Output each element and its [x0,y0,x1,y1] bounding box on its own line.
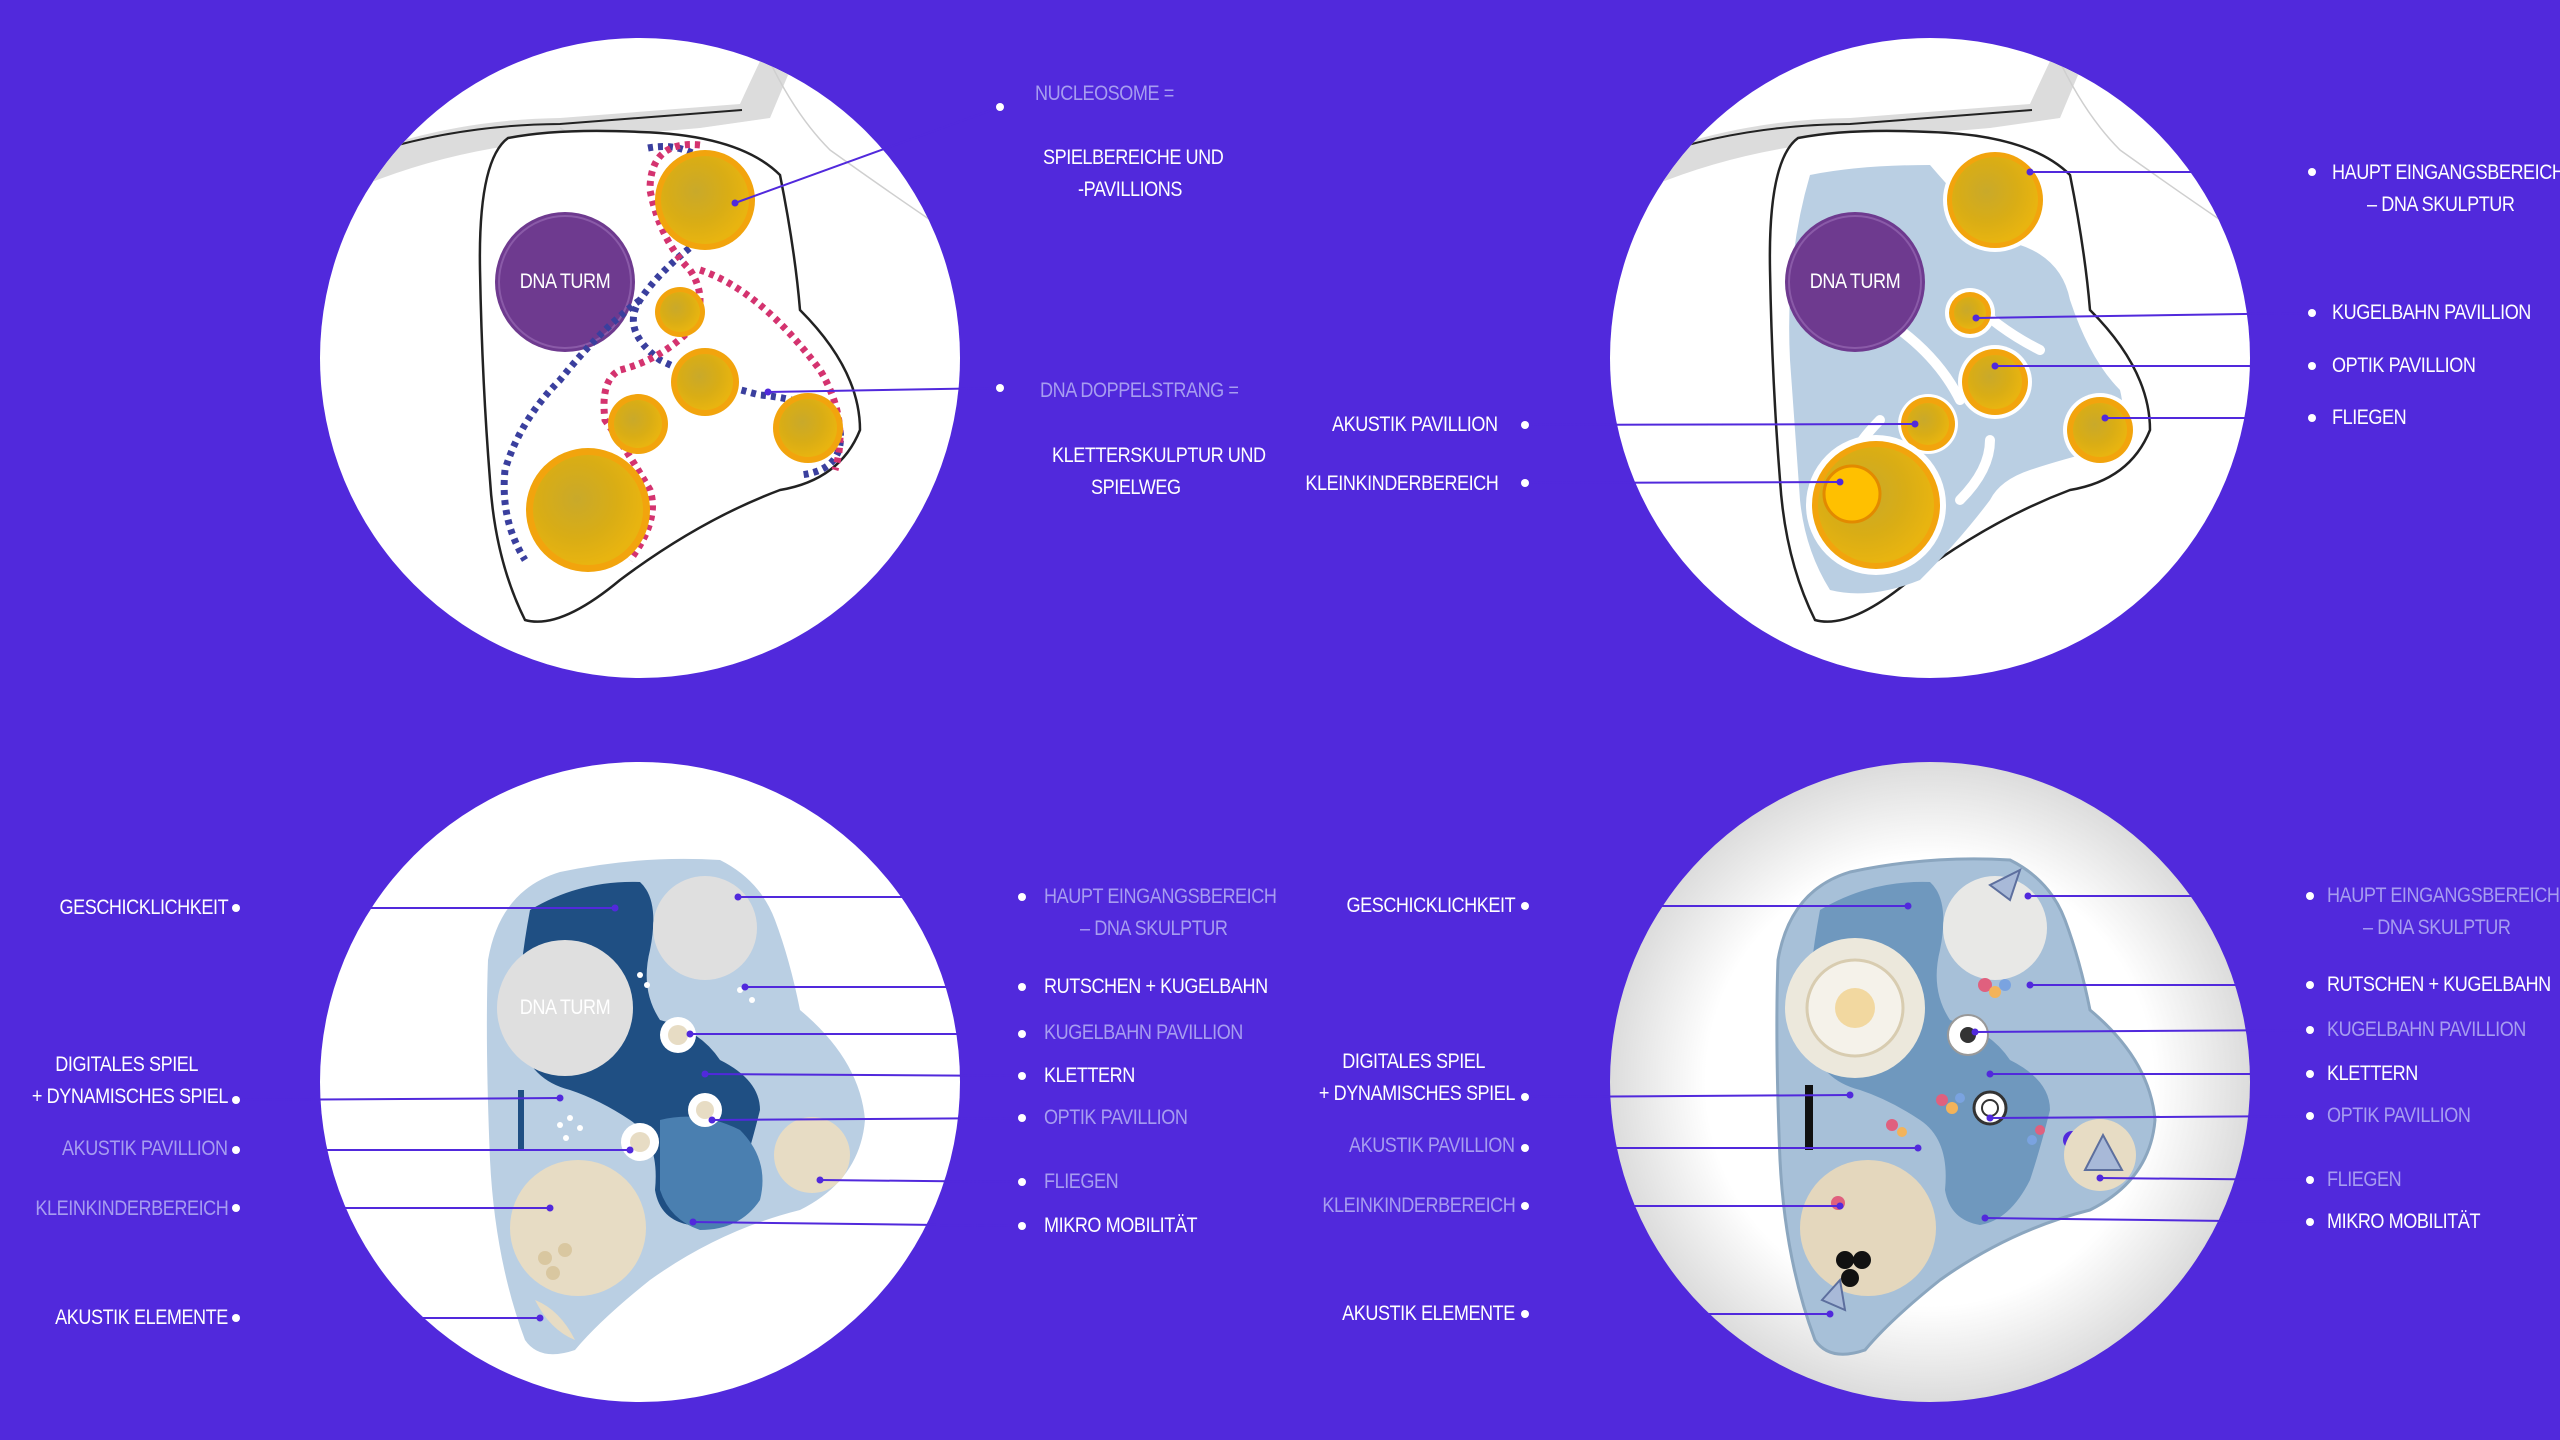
p2-label-akustik: AKUSTIK PAVILLION [1332,413,1498,436]
panel-3-optik-core [696,1101,714,1119]
p3-label-akustik-elemente: AKUSTIK ELEMENTE [55,1306,228,1329]
p3-label-klettern: KLETTERN [1044,1064,1135,1087]
nucleosome-left [608,394,668,454]
nucleosome-small [655,287,705,337]
panel-3-kugelbahn-core [668,1025,688,1045]
panel-3-leaders [232,893,1026,1322]
panel-4-entrance [1943,876,2047,980]
akustik-pavillion [1901,397,1955,451]
p1-label-doppelstrang: DNA DOPPELSTRANG = [1040,379,1239,402]
panel-4-render [1521,762,2314,1402]
panel-4-optik [1972,1090,2008,1126]
optik-pavillion [1962,349,2028,415]
p2-label-fliegen: FLIEGEN [2332,406,2407,429]
panel-3-akustik-elemente [535,1300,575,1340]
nucleosome-mid [671,348,739,416]
p4-label-klettern: KLETTERN [2327,1062,2418,1085]
panel-3-entrance [653,876,757,980]
p1-label-nucleosome: NUCLEOSOME = [1035,82,1174,105]
p1-label-spielweg: SPIELWEG [1091,476,1181,499]
p3-label-dynamisches: + DYNAMISCHES SPIEL [31,1085,229,1108]
p4-label-fliegen: FLIEGEN [2327,1168,2402,1191]
panel-2-leaders [1521,168,2316,487]
p3-label-akustik-pavillion: AKUSTIK PAVILLION [62,1137,228,1160]
panel-4-kleinkinder [1800,1160,1936,1296]
p2-label-kugelbahn: KUGELBAHN PAVILLION [2332,301,2531,324]
dna-tower-ring [498,215,632,349]
fliegen-area [2067,397,2133,463]
p1-label-kletterskulptur: KLETTERSKULPTUR UND [1052,444,1266,467]
p4-label-akustik-elemente: AKUSTIK ELEMENTE [1342,1302,1515,1325]
p2-label-optik: OPTIK PAVILLION [2332,354,2476,377]
p3-label-haupt: HAUPT EINGANGSBEREICH [1044,885,1277,908]
panel-4-leaders [1521,892,2314,1318]
panel-2-dna-tower-ring [1788,215,1922,349]
p4-label-optik: OPTIK PAVILLION [2327,1104,2471,1127]
panel-3-fliegen [774,1117,850,1193]
p3-label-optik: OPTIK PAVILLION [1044,1106,1188,1129]
dna-strand-navy [500,143,844,562]
p2-label-dna-skulptur: – DNA SKULPTUR [2367,193,2515,216]
entrance-sculpture [1947,152,2043,248]
panel-4-entrance-sculpture [1988,868,2022,902]
panel-4-small-sculpture [1820,1277,1847,1312]
p4-label-mikro: MIKRO MOBILITÄT [2327,1210,2481,1233]
panel-3-dots [557,972,755,1141]
panel-3-tower-label: DNA TURM [519,996,611,1019]
p4-label-kleinkinder: KLEINKINDERBEREICH [1322,1194,1515,1217]
p4-label-akustik-pavillion: AKUSTIK PAVILLION [1349,1134,1515,1157]
panel-3-masterplan-diagram [232,762,1026,1402]
p4-label-dynamisches: + DYNAMISCHES SPIEL [1318,1082,1516,1105]
panel-2-tower-label: DNA TURM [1809,270,1901,293]
panel-2-program [1521,38,2316,678]
nucleosome-top [655,150,755,250]
p4-label-digitales: DIGITALES SPIEL [1342,1050,1485,1073]
p1-label-pavillions: -PAVILLIONS [1078,178,1183,201]
p1-label-spielbereiche: SPIELBEREICHE UND [1043,146,1224,169]
panel-3-kleinkinder [510,1160,646,1296]
panel-3-digital-bar [518,1090,524,1150]
panel-4-fliegen-sculpture [2083,1132,2124,1171]
kugelbahn-pavillion [1949,292,1991,334]
p3-label-dna-skulptur: – DNA SKULPTUR [1080,917,1228,940]
panel-3-mid-zone [660,1116,763,1230]
p3-label-kleinkinder: KLEINKINDERBEREICH [35,1197,228,1220]
p4-label-dna-skulptur: – DNA SKULPTUR [2363,916,2511,939]
p4-label-rutschen: RUTSCHEN + KUGELBAHN [2327,973,2551,996]
p2-label-haupt: HAUPT EINGANGSBEREICH [2332,161,2560,184]
panel-4-akustik-elemente [1836,1251,1871,1287]
nucleosome-right [773,393,843,463]
p4-label-geschicklichkeit: GESCHICKLICHKEIT [1346,894,1515,917]
p3-label-digitales: DIGITALES SPIEL [55,1053,198,1076]
panel-3-dna-tower [497,940,633,1076]
p3-label-fliegen: FLIEGEN [1044,1170,1119,1193]
nucleosome-large [526,448,650,572]
panel-4-digital-bar [1805,1085,1813,1150]
dna-strand-magenta [600,141,844,563]
p4-label-kugelbahn: KUGELBAHN PAVILLION [2327,1018,2526,1041]
p3-label-rutschen: RUTSCHEN + KUGELBAHN [1044,975,1268,998]
p3-label-mikro: MIKRO MOBILITÄT [1044,1214,1198,1237]
panel-1-leaders [731,103,1004,396]
p4-label-haupt: HAUPT EINGANGSBEREICH [2327,884,2560,907]
kleinkinderbereich [1812,441,1940,569]
p3-label-kugelbahn: KUGELBAHN PAVILLION [1044,1021,1243,1044]
panel-3-akustik-core [630,1132,650,1152]
p2-label-kleinkinder: KLEINKINDERBEREICH [1305,472,1498,495]
panel-1-tower-label: DNA TURM [519,270,611,293]
panel-4-dna-tower-core [1835,988,1875,1028]
p3-label-geschicklichkeit: GESCHICKLICHKEIT [59,896,228,919]
panel-1-concept [320,38,1004,678]
panel-3-sandpits [538,1243,572,1280]
dna-tower-circle [495,212,635,352]
panel-2-dna-tower [1785,212,1925,352]
